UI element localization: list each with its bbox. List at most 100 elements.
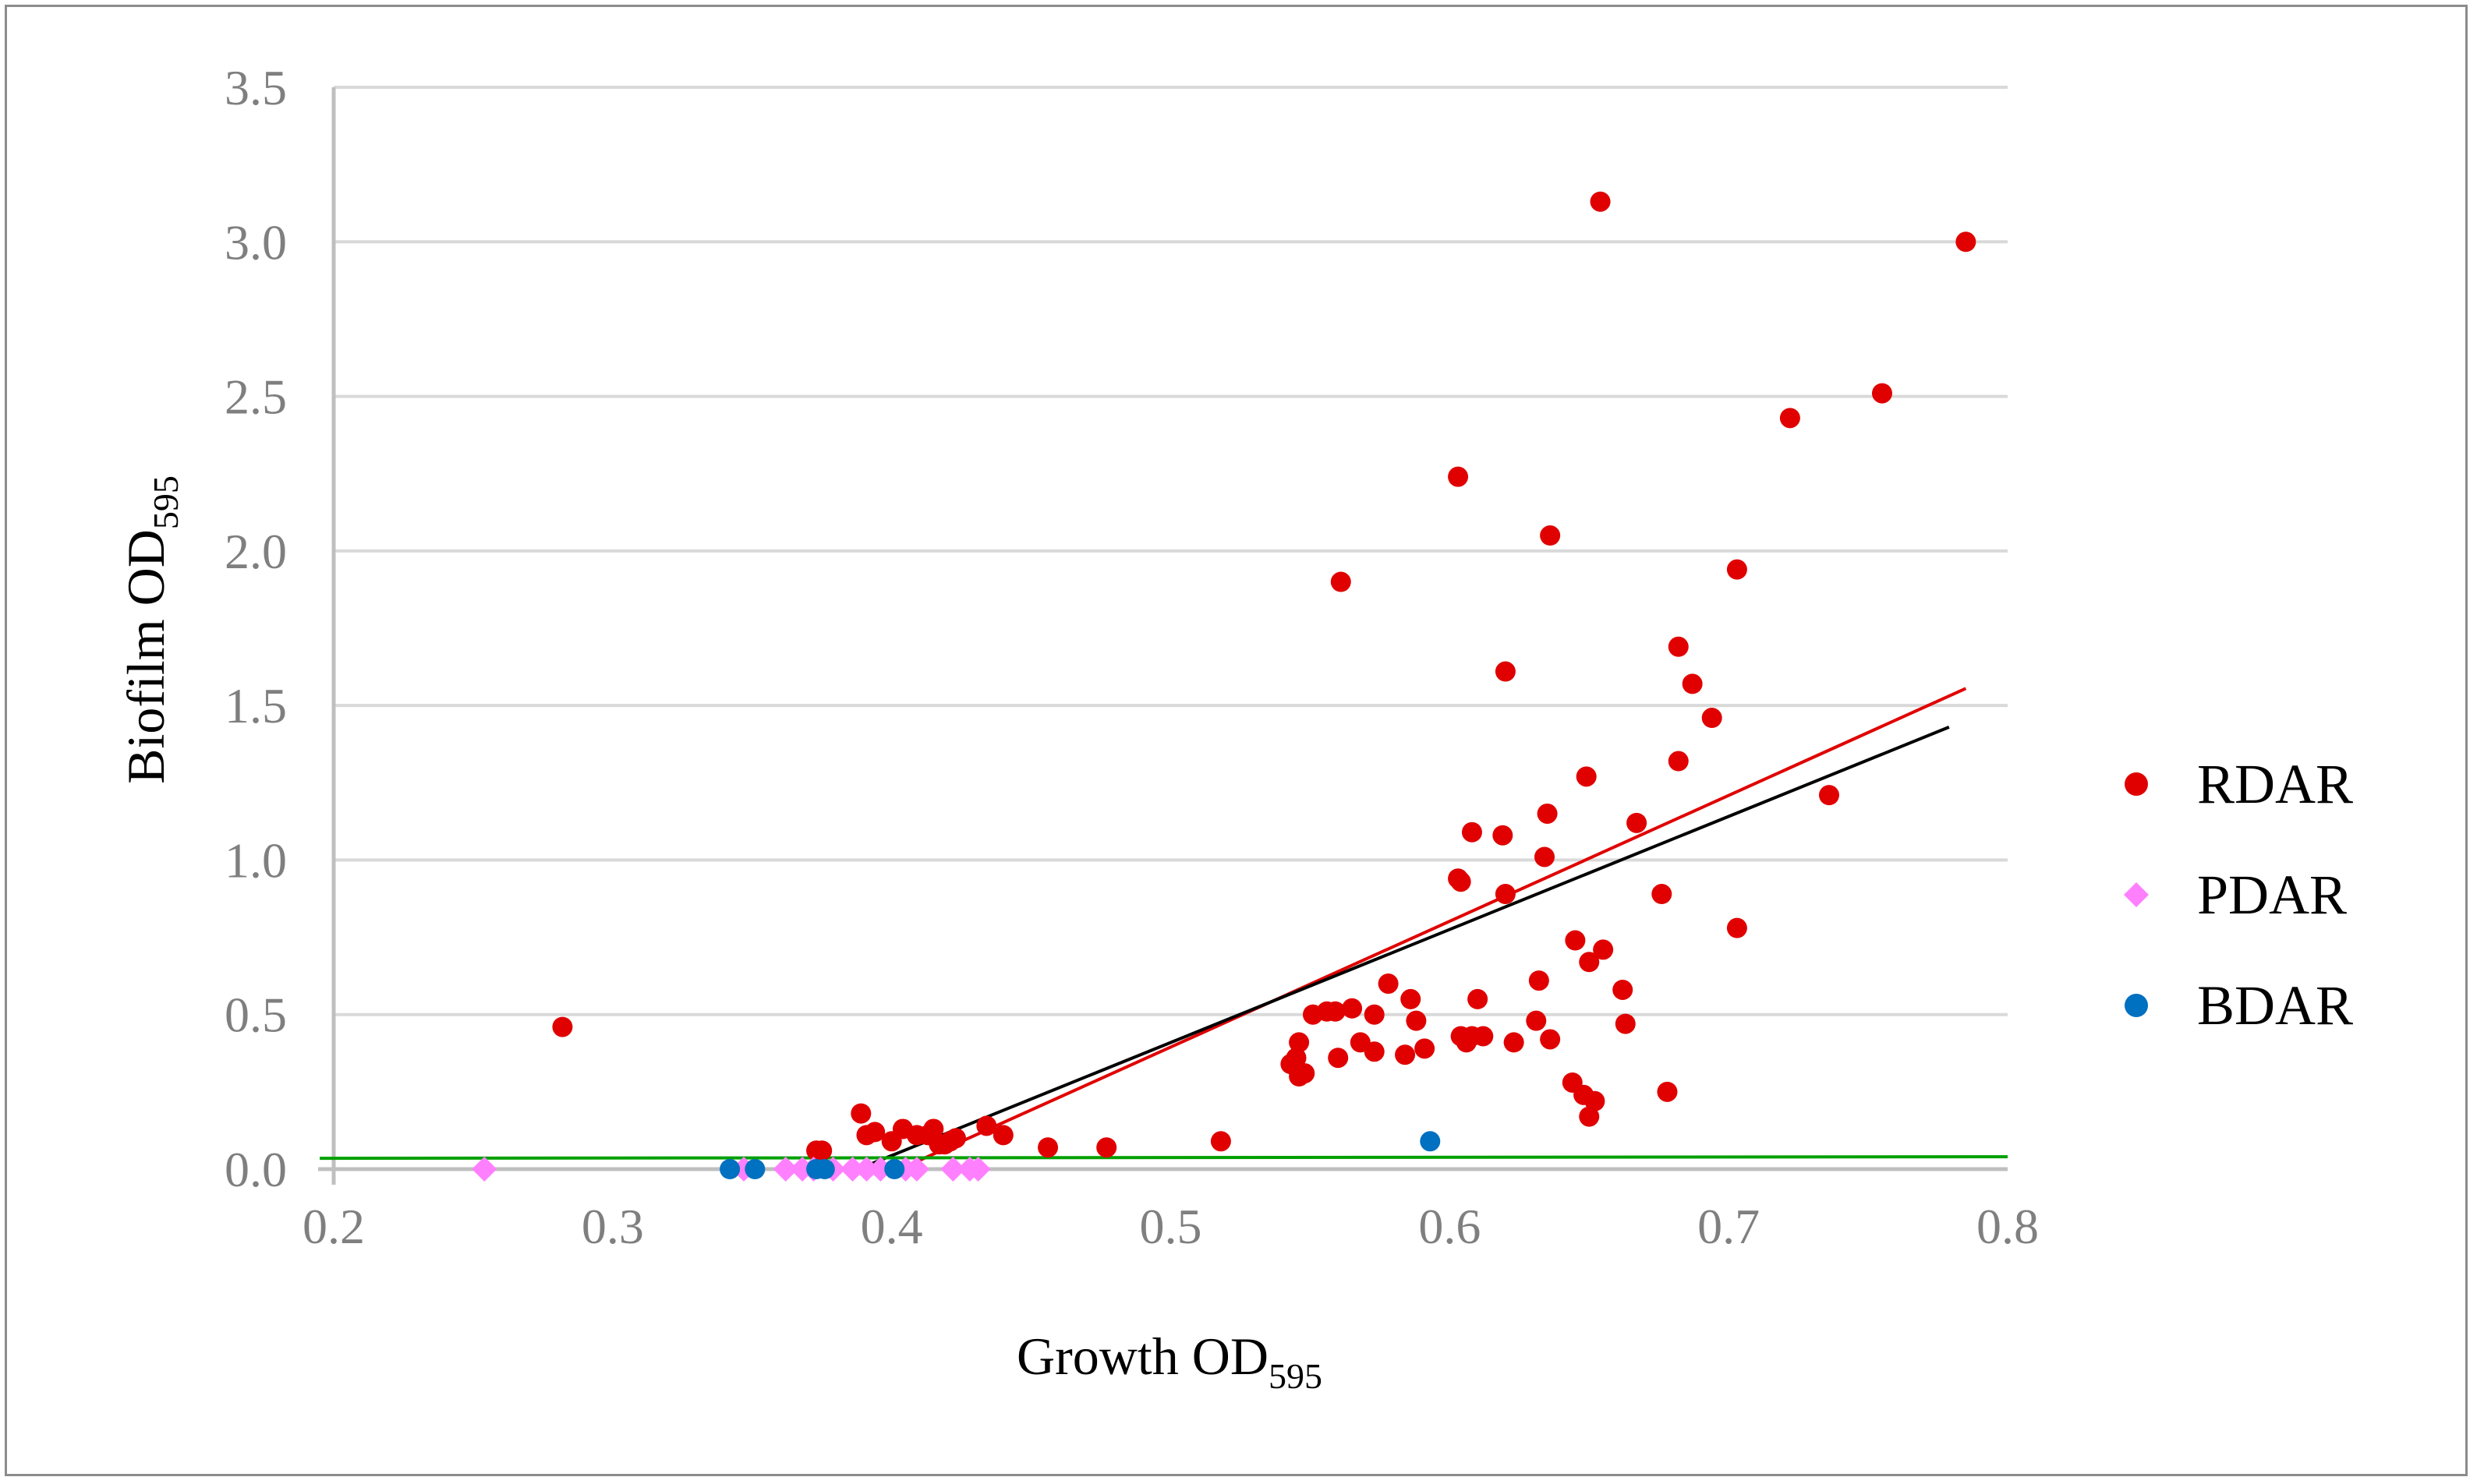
x-tick-label: 0.8	[1976, 1199, 2039, 1254]
data-point-rdar	[1467, 988, 1488, 1009]
data-point-rdar	[1210, 1131, 1231, 1152]
data-points	[472, 191, 1976, 1182]
data-point-rdar	[1615, 1013, 1636, 1034]
data-point-pdar	[965, 1157, 991, 1182]
data-point-rdar	[1495, 661, 1516, 682]
data-point-bdar	[1420, 1131, 1441, 1152]
data-point-rdar	[1342, 998, 1363, 1019]
data-point-rdar	[1378, 973, 1399, 995]
data-point-rdar	[1955, 231, 1976, 253]
data-point-rdar	[1579, 952, 1600, 973]
data-point-pdar	[904, 1157, 929, 1182]
legend-item-rdar: RDAR	[2125, 753, 2353, 815]
legend-marker-rdar	[2125, 772, 2148, 796]
data-point-bdar	[884, 1159, 905, 1179]
legend-label-rdar: RDAR	[2197, 753, 2353, 815]
data-point-rdar	[1565, 930, 1586, 951]
data-point-rdar	[1540, 525, 1561, 546]
data-point-rdar	[1779, 408, 1800, 429]
data-point-rdar	[993, 1125, 1014, 1146]
data-point-rdar	[1579, 1106, 1600, 1127]
legend: RDAR PDAR BDAR	[2124, 753, 2353, 1037]
data-point-rdar	[1503, 1032, 1524, 1053]
y-axis-title: Biofilm OD595	[116, 475, 186, 784]
data-point-pdar	[773, 1157, 798, 1182]
data-point-pdar	[472, 1157, 497, 1182]
data-point-rdar	[1096, 1137, 1117, 1158]
x-axis-title-subscript: 595	[1269, 1356, 1322, 1396]
y-axis-title-subscript: 595	[146, 475, 186, 529]
y-tick-label: 3.0	[225, 214, 287, 270]
data-point-rdar	[1651, 884, 1672, 905]
legend-label-pdar: PDAR	[2197, 864, 2347, 926]
y-tick-label: 1.5	[225, 678, 287, 733]
data-point-rdar	[1576, 766, 1597, 787]
data-point-rdar	[1325, 1001, 1346, 1022]
x-tick-label: 0.2	[303, 1199, 365, 1254]
axes	[318, 87, 2008, 1185]
data-point-pdar	[854, 1157, 879, 1182]
data-point-rdar	[1364, 1004, 1385, 1025]
data-point-rdar	[1294, 1063, 1315, 1084]
x-tick-label: 0.3	[582, 1199, 644, 1254]
x-axis-title: Growth OD595	[1017, 1327, 1322, 1396]
data-point-rdar	[1593, 939, 1614, 960]
data-point-pdar	[840, 1157, 865, 1182]
data-point-rdar	[1726, 559, 1747, 580]
data-point-rdar	[1526, 1010, 1547, 1031]
data-point-rdar	[1450, 871, 1471, 892]
data-point-rdar	[1038, 1137, 1059, 1158]
data-point-rdar	[552, 1016, 573, 1037]
data-point-rdar	[1328, 1048, 1349, 1069]
data-point-rdar	[1289, 1032, 1310, 1053]
data-point-rdar	[1528, 970, 1549, 991]
y-axis-title-main: Biofilm OD	[116, 529, 175, 784]
trendlines	[320, 687, 2008, 1171]
y-tick-label: 0.0	[225, 1142, 287, 1197]
y-tick-labels: 0.0 0.5 1.0 1.5 2.0 2.5 3.0 3.5	[225, 60, 287, 1197]
legend-label-bdar: BDAR	[2197, 974, 2353, 1037]
x-tick-label: 0.4	[861, 1199, 923, 1254]
data-point-rdar	[1871, 383, 1892, 404]
y-tick-label: 2.0	[225, 524, 287, 579]
data-point-rdar	[1364, 1041, 1385, 1062]
legend-marker-pdar	[2124, 882, 2149, 907]
gridlines	[334, 86, 2008, 1016]
data-point-rdar	[1330, 571, 1351, 592]
data-point-rdar	[1701, 708, 1722, 729]
data-point-rdar	[1286, 1048, 1307, 1069]
data-point-bdar	[814, 1159, 835, 1179]
y-tick-label: 1.0	[225, 832, 287, 888]
data-point-rdar	[1682, 673, 1703, 694]
data-point-rdar	[1668, 636, 1689, 657]
data-point-rdar	[1534, 846, 1555, 867]
trendline-baseline	[320, 1155, 2008, 1161]
data-point-rdar	[1584, 1090, 1605, 1111]
data-point-rdar	[1395, 1044, 1416, 1065]
y-tick-label: 0.5	[225, 988, 287, 1043]
data-point-rdar	[1400, 988, 1421, 1009]
x-tick-label: 0.7	[1697, 1199, 1760, 1254]
data-point-rdar	[1537, 803, 1558, 824]
chart-frame	[5, 5, 2468, 1476]
data-point-rdar	[1726, 917, 1747, 938]
legend-item-pdar: PDAR	[2124, 864, 2347, 926]
data-point-rdar	[1540, 1029, 1561, 1050]
data-point-rdar	[1492, 825, 1513, 846]
data-point-rdar	[1461, 822, 1482, 843]
data-point-rdar	[812, 1140, 833, 1161]
data-point-rdar	[1448, 466, 1469, 487]
data-point-rdar	[1818, 785, 1839, 806]
y-tick-label: 2.5	[225, 369, 287, 425]
x-tick-labels: 0.2 0.3 0.4 0.5 0.6 0.7 0.8	[303, 1199, 2039, 1254]
data-point-rdar	[976, 1115, 997, 1136]
trendline-rdar-trend	[899, 687, 1967, 1171]
data-point-rdar	[1590, 191, 1611, 212]
data-point-rdar	[851, 1103, 872, 1124]
data-point-rdar	[1626, 812, 1647, 833]
data-point-rdar	[945, 1128, 966, 1149]
data-point-rdar	[1668, 751, 1689, 772]
y-tick-label: 3.5	[225, 60, 287, 115]
data-point-rdar	[923, 1118, 944, 1140]
